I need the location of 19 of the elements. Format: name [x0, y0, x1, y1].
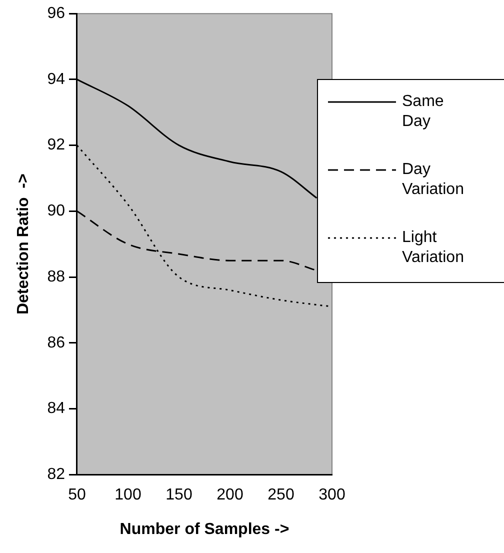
y-tick-label: 92: [47, 136, 66, 154]
x-axis-title: Number of Samples ->: [120, 520, 290, 538]
x-tick-label: 250: [268, 486, 294, 504]
y-tick-label: 86: [47, 334, 66, 352]
x-tick-label: 150: [166, 486, 192, 504]
y-tick-label: 88: [47, 268, 66, 286]
x-tick-label: 200: [216, 486, 244, 504]
y-tick-label: 84: [47, 400, 66, 418]
legend-label: Day Variation: [402, 160, 465, 200]
y-tick-label: 82: [47, 466, 66, 484]
x-tick-label: 100: [114, 486, 142, 504]
y-tick-label: 90: [47, 202, 66, 220]
y-tick-label: 94: [47, 70, 66, 88]
x-tick-label: 50: [68, 486, 86, 504]
y-axis-title: Detection Ratio ->: [15, 174, 32, 315]
x-tick-label: 300: [318, 486, 346, 504]
legend-label: Light Variation: [402, 228, 465, 268]
legend-label: Same Day: [402, 92, 445, 132]
y-tick-label: 96: [47, 5, 66, 22]
